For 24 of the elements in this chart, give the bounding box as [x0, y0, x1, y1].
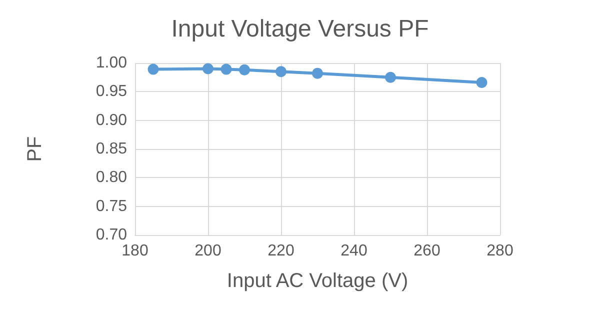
point: [239, 64, 250, 76]
point: [220, 64, 232, 75]
x-tick-label: 200: [194, 242, 222, 260]
y-axis-title: PF: [24, 136, 46, 162]
point: [385, 72, 396, 83]
point: [312, 68, 323, 79]
x-tick-label: 240: [340, 242, 368, 260]
point: [476, 76, 488, 88]
point: [276, 66, 286, 78]
y-tick-label: 0.70: [96, 226, 128, 244]
point: [202, 63, 214, 74]
y-tick-label: 0.90: [96, 112, 128, 129]
y-tick-label: 0.75: [96, 198, 128, 215]
point: [148, 64, 159, 75]
y-tick-label: 0.95: [96, 83, 128, 100]
y-tick-label: 0.85: [96, 140, 128, 158]
x-tick-label: 280: [486, 242, 514, 260]
x-tick-label: 260: [414, 242, 440, 260]
chart-title: Input Voltage Versus PF: [171, 16, 429, 42]
x-tick-label: 220: [268, 242, 294, 260]
x-axis-title: Input AC Voltage (V): [226, 270, 408, 292]
x-tick-label: 180: [122, 242, 148, 260]
y-tick-label: 1.00: [96, 54, 128, 72]
y-tick-label: 0.80: [96, 169, 128, 186]
